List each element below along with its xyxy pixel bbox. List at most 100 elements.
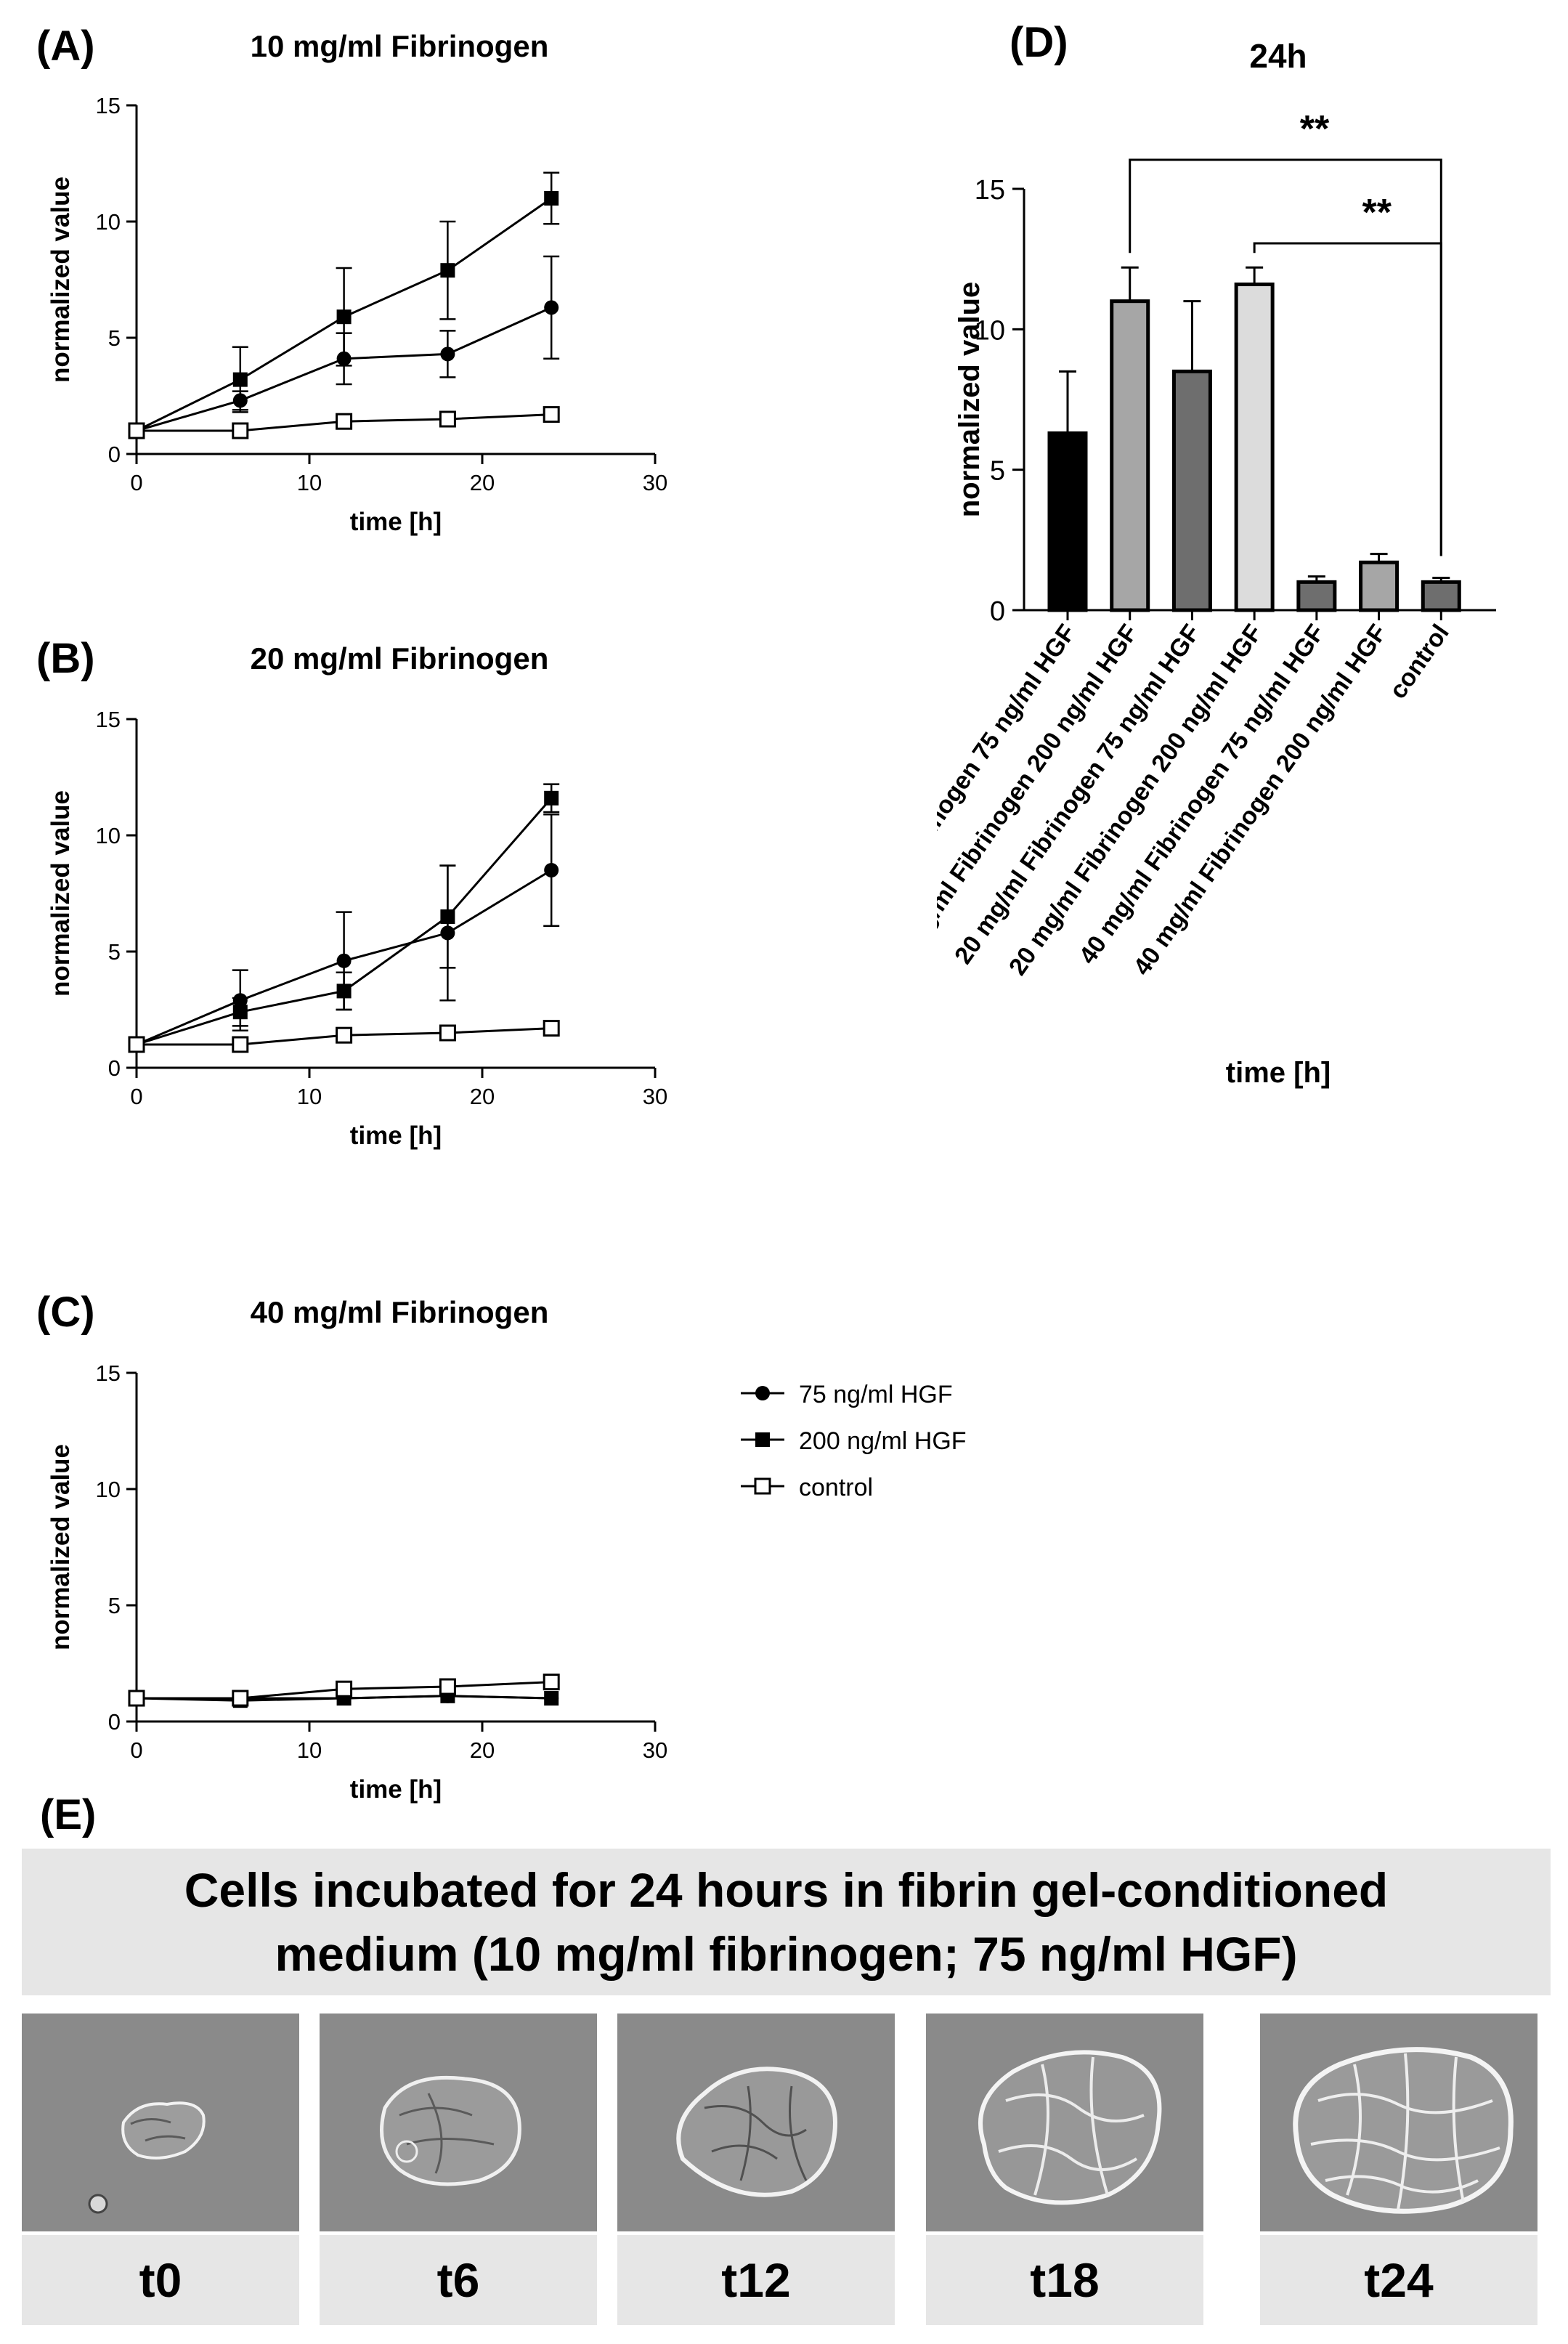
y-tick-label: 0: [108, 1709, 121, 1735]
cell-image-t6: [320, 2014, 597, 2231]
x-tick-label: 0: [130, 470, 142, 495]
bar: [1047, 431, 1088, 612]
panel-a-label: (A): [36, 23, 95, 70]
open-square-marker-icon: [741, 1477, 784, 1495]
x-axis-label: time [h]: [350, 1775, 442, 1804]
panel-e-banner: Cells incubated for 24 hours in fibrin g…: [22, 1849, 1551, 1995]
y-tick-label: 0: [108, 1055, 121, 1081]
legend-label: 75 ng/ml HGF: [799, 1381, 953, 1408]
x-tick-label: 20: [470, 1737, 495, 1763]
panel-b-label: (B): [36, 635, 95, 682]
data-point: [440, 263, 455, 278]
data-point: [232, 1005, 248, 1020]
data-point: [336, 1680, 353, 1698]
y-axis-label: normalized value: [954, 282, 986, 518]
x-tick-label: 30: [643, 470, 667, 495]
y-tick-label: 10: [96, 1477, 121, 1502]
y-tick-label: 5: [108, 1593, 121, 1618]
data-point: [232, 372, 248, 387]
y-tick-label: 5: [108, 325, 121, 351]
bar: [1421, 580, 1461, 612]
data-point: [544, 863, 559, 877]
bar: [1110, 299, 1150, 612]
significance-label: **: [1362, 192, 1392, 234]
bar: [1359, 560, 1400, 612]
panel-d-label: (D): [1010, 19, 1068, 66]
bar: [1171, 369, 1212, 612]
timepoint-label-t24: t24: [1260, 2235, 1537, 2325]
panel-b-title: 20 mg/ml Fibrinogen: [250, 641, 549, 676]
data-point: [232, 422, 249, 439]
filled-circle-marker-icon: [741, 1386, 784, 1400]
cell-image-t18: [926, 2014, 1203, 2231]
x-tick-label: 10: [297, 1737, 322, 1763]
data-point: [544, 790, 559, 806]
panel-c-label: (C): [36, 1289, 95, 1336]
y-tick-label: 10: [96, 823, 121, 848]
data-point: [336, 984, 352, 999]
data-point: [336, 309, 352, 325]
data-point: [544, 300, 559, 315]
legend-label: control: [799, 1474, 874, 1501]
data-point: [439, 1678, 456, 1695]
y-tick-label: 15: [96, 707, 121, 732]
data-point: [336, 1026, 353, 1044]
panel-d-title: 24h: [1249, 37, 1307, 75]
y-tick-label: 10: [96, 209, 121, 235]
cell-image-t24: [1260, 2014, 1537, 2231]
data-point: [543, 406, 560, 423]
y-tick-label: 5: [990, 456, 1005, 487]
x-tick-label: 20: [470, 1084, 495, 1109]
x-tick-label: 10: [297, 1084, 322, 1109]
data-point: [440, 346, 455, 362]
y-axis-label: normalized value: [46, 790, 75, 997]
chart-c: 0 5 10 15 0 10 20 30 time [h] normalized value: [46, 1360, 667, 1804]
x-tick-label: control: [1384, 620, 1455, 704]
data-point: [336, 413, 353, 430]
significance-label: **: [1300, 108, 1330, 150]
significance-bracket: [1253, 242, 1442, 556]
data-point: [232, 1036, 249, 1053]
y-tick-label: 10: [975, 315, 1005, 346]
filled-square-marker-icon: [741, 1432, 784, 1447]
data-point: [336, 953, 352, 968]
legend-label: 200 ng/ml HGF: [799, 1427, 967, 1455]
cell-image-t12: [617, 2014, 895, 2231]
y-axis-label: normalized value: [46, 1444, 75, 1650]
timepoint-label-t12: t12: [617, 2235, 895, 2325]
data-point: [543, 1020, 560, 1037]
timepoint-label-t0: t0: [22, 2235, 299, 2325]
timepoint-label-t6: t6: [320, 2235, 597, 2325]
y-tick-label: 0: [990, 596, 1005, 627]
x-tick-label: 30: [643, 1084, 667, 1109]
cell-image-t0: [22, 2014, 299, 2231]
data-point: [128, 1036, 145, 1053]
y-tick-label: 15: [96, 1360, 121, 1386]
bar: [1296, 580, 1337, 612]
y-tick-label: 0: [108, 442, 121, 467]
chart-a: 0 5 10 15 0 10 20 30 time [h] normalized value: [46, 93, 667, 536]
x-axis-label: time [h]: [350, 1122, 442, 1150]
data-point: [232, 1690, 249, 1707]
data-point: [128, 1690, 145, 1707]
data-point: [439, 1024, 456, 1042]
x-axis-label: time [h]: [350, 508, 442, 536]
data-point: [439, 410, 456, 428]
banner-line-1: Cells incubated for 24 hours in fibrin g…: [184, 1863, 1389, 1917]
x-tick-label: 10: [297, 470, 322, 495]
y-tick-label: 15: [975, 175, 1005, 206]
x-axis-label: time [h]: [1226, 1057, 1331, 1089]
data-point: [543, 1674, 560, 1691]
y-axis-label: normalized value: [46, 177, 75, 383]
panel-c-title: 40 mg/ml Fibrinogen: [250, 1295, 549, 1329]
y-tick-label: 5: [108, 939, 121, 965]
x-tick-label: 0: [130, 1084, 142, 1109]
banner-line-2: medium (10 mg/ml fibrinogen; 75 ng/ml HG…: [275, 1927, 1298, 1981]
timepoint-label-t18: t18: [926, 2235, 1203, 2325]
data-point: [440, 909, 455, 924]
x-tick-label: 20: [470, 470, 495, 495]
x-tick-label: 0: [130, 1737, 142, 1763]
data-point: [128, 422, 145, 439]
x-tick-label: 30: [643, 1737, 667, 1763]
